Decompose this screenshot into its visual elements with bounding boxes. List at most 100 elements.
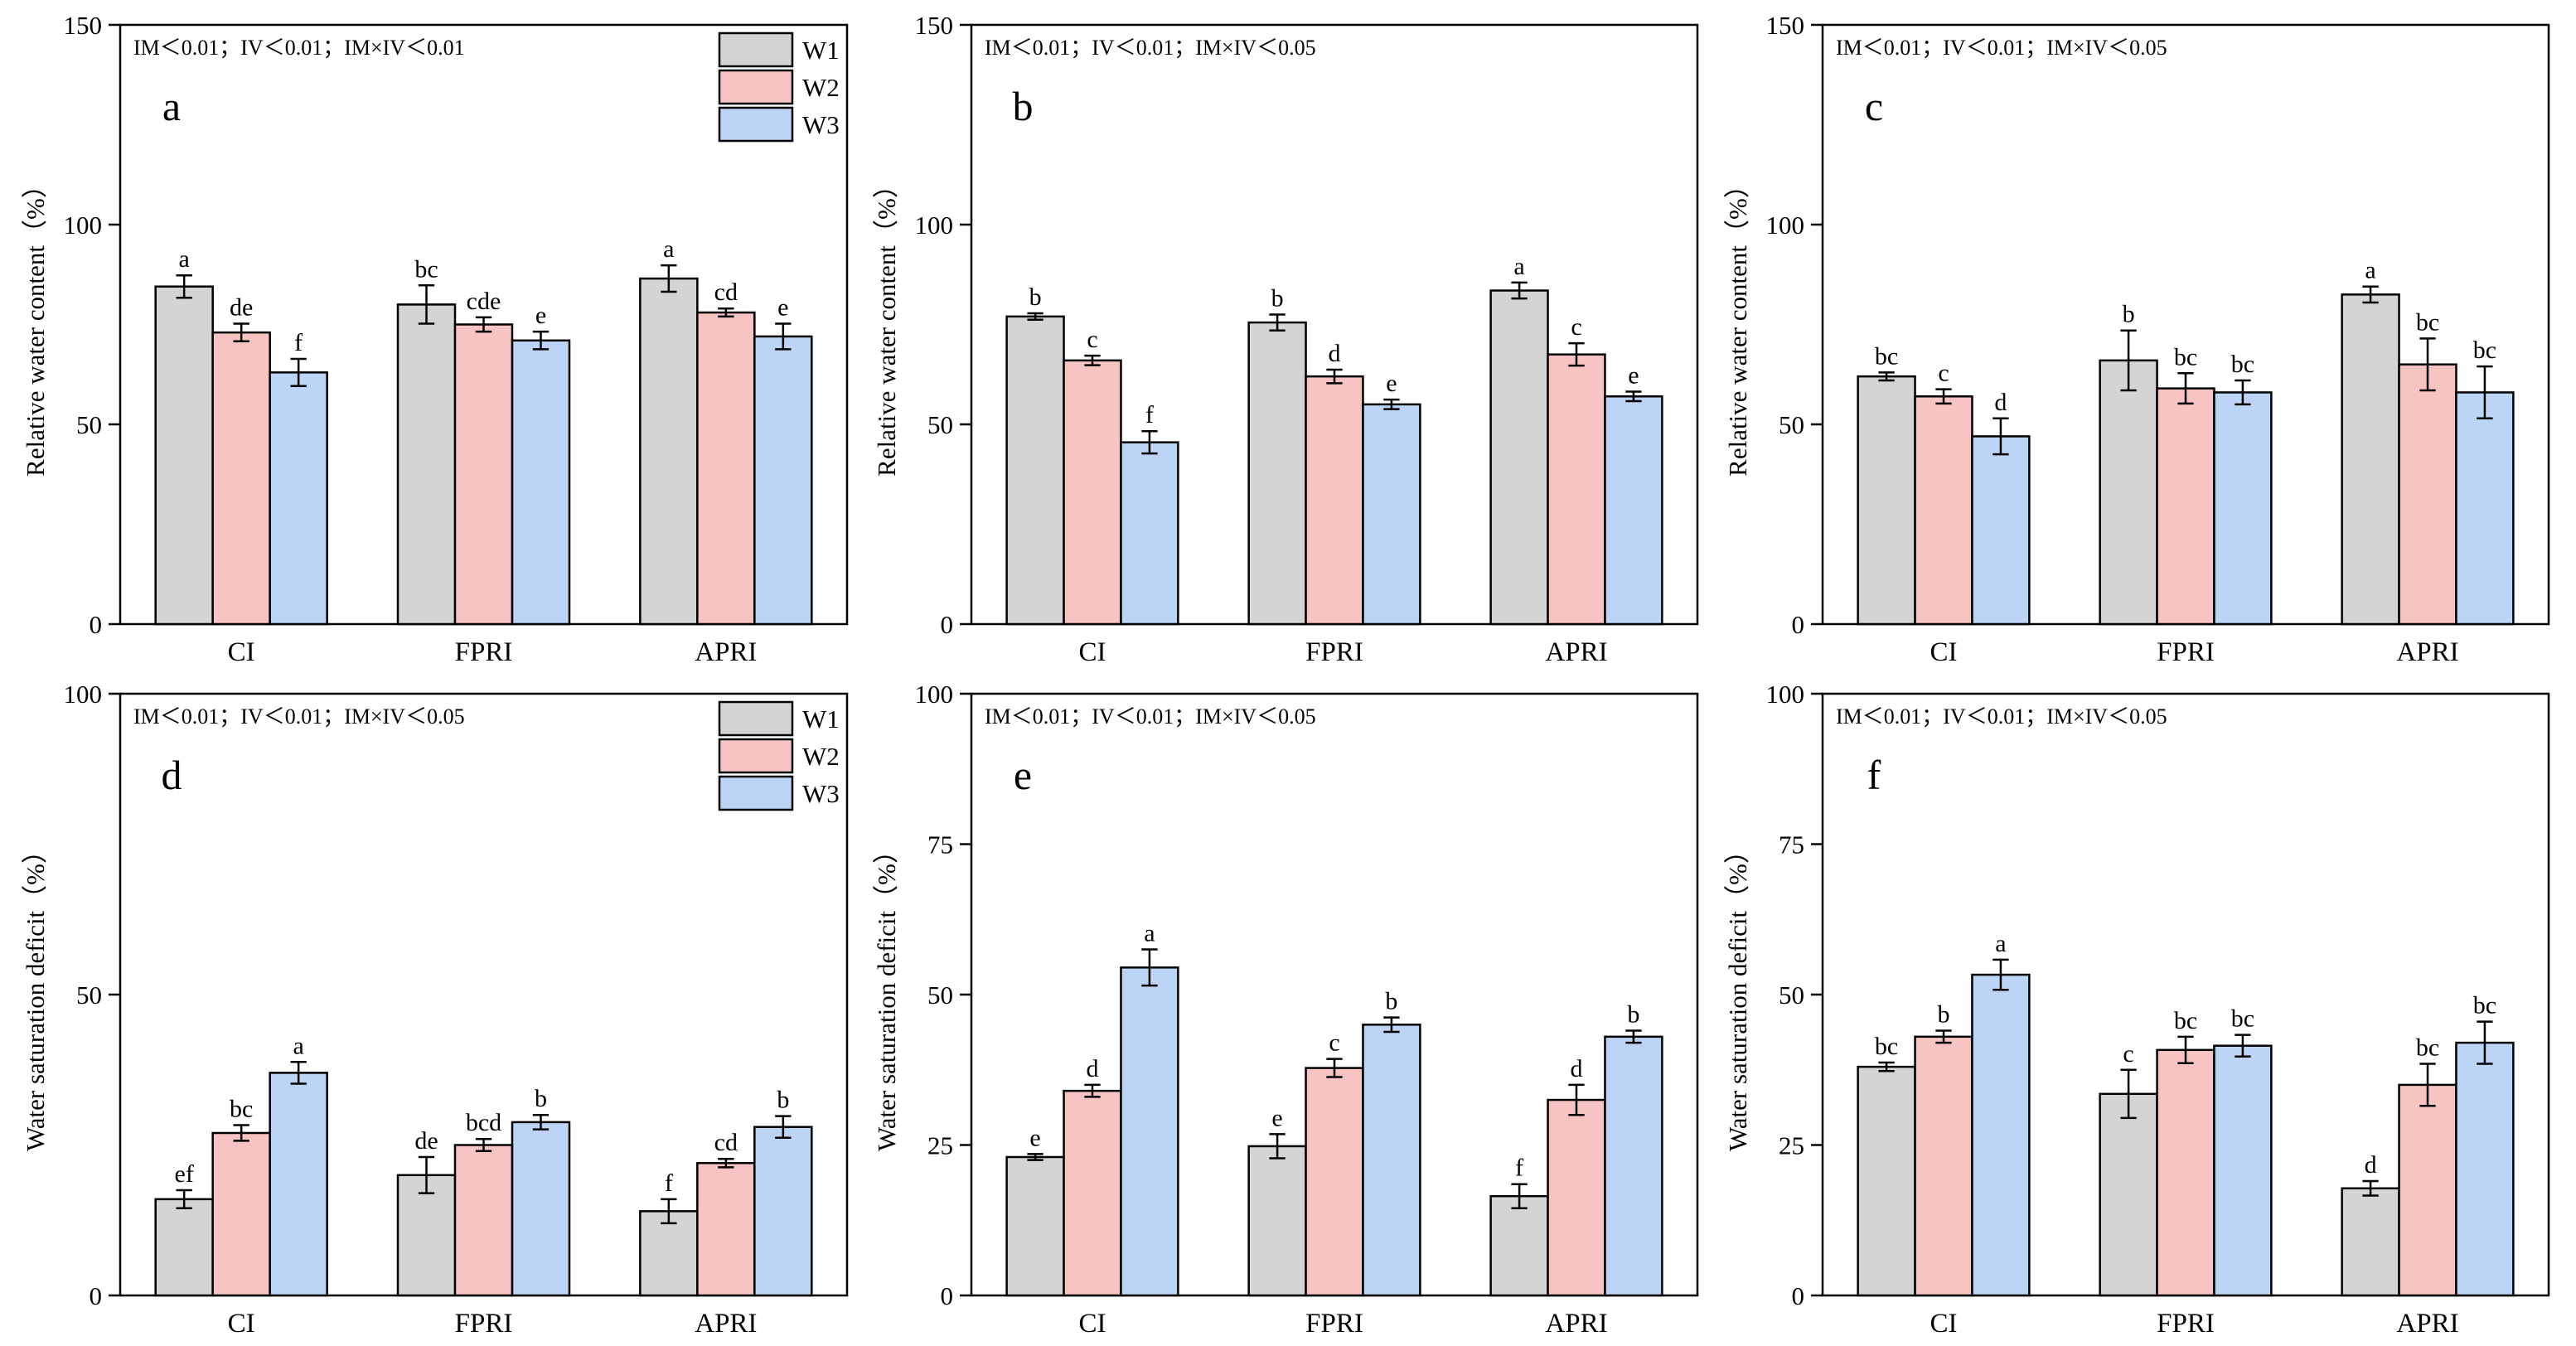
bar-w2	[696, 1162, 756, 1297]
y-tick-label: 150	[64, 11, 103, 40]
error-bar	[475, 1137, 492, 1153]
significance-letter: bcd	[466, 1109, 501, 1136]
bar-w3	[511, 339, 571, 626]
error-bar	[1511, 281, 1528, 300]
legend-swatch-w3	[718, 775, 794, 811]
legend-swatch-w2	[718, 69, 794, 105]
x-category-label: APRI	[1545, 1309, 1607, 1339]
bar-w2	[1547, 353, 1606, 626]
significance-letter: c	[2123, 1040, 2133, 1068]
significance-letter: d	[1994, 389, 2007, 416]
error-bar	[1935, 1029, 1952, 1044]
stats-annotation: IM＜0.01；IV＜0.01；IM×IV＜0.05	[985, 704, 1316, 729]
error-bar	[1269, 313, 1286, 332]
error-bar	[1383, 1016, 1400, 1034]
panel-letter: b	[1013, 83, 1034, 129]
error-bar	[1326, 1058, 1343, 1078]
error-bar	[2477, 365, 2493, 420]
x-category-label: APRI	[695, 1309, 757, 1339]
bar-w3	[1604, 1035, 1663, 1297]
panel-e: 0 25 50 75 100 Water saturation deficit（%） IM＜…	[872, 680, 1699, 1339]
bar-w1	[1857, 1065, 1916, 1297]
significance-letter: bc	[2473, 992, 2496, 1019]
error-bar	[1878, 371, 1895, 382]
error-bar	[176, 1189, 192, 1209]
x-category-label: CI	[1079, 1309, 1106, 1339]
bar-w2	[696, 311, 756, 626]
x-category-label: APRI	[2396, 1309, 2458, 1339]
bar-w1	[2099, 359, 2158, 626]
error-bar	[1878, 1061, 1895, 1072]
y-tick-label: 100	[915, 211, 954, 240]
bar-w1	[396, 303, 457, 626]
significance-letter: c	[1938, 360, 1949, 387]
significance-letter: e	[777, 294, 788, 322]
bar-w2	[2156, 1048, 2215, 1297]
error-bar	[1084, 1083, 1101, 1098]
significance-letter: a	[293, 1032, 303, 1059]
error-bar	[2177, 1035, 2194, 1065]
error-bar	[2419, 1063, 2436, 1107]
significance-letter: b	[1029, 283, 1042, 311]
bar-w2	[1547, 1098, 1606, 1297]
legend-label: W1	[802, 36, 840, 65]
significance-letter: b	[535, 1085, 547, 1112]
error-bar	[1269, 1133, 1286, 1160]
error-bar	[1383, 398, 1400, 410]
bar-w1	[2341, 1187, 2400, 1297]
error-bar	[418, 1155, 435, 1194]
significance-letter: c	[1087, 326, 1097, 353]
significance-letter: a	[1995, 930, 2006, 957]
y-tick-label: 50	[76, 980, 102, 1010]
bar-w2	[1305, 1067, 1364, 1297]
bar-w3	[2213, 391, 2273, 626]
x-category-label: CI	[228, 1309, 255, 1339]
bar-w1	[154, 1198, 214, 1297]
x-category-label: CI	[1930, 637, 1958, 667]
panel-letter: a	[162, 83, 181, 129]
significance-letter: b	[1271, 284, 1284, 312]
legend-swatch-w1	[718, 31, 794, 68]
y-axis-title: Relative water content（%）	[21, 172, 50, 477]
significance-letter: cd	[714, 1129, 738, 1156]
y-tick-label: 100	[1766, 680, 1805, 709]
x-category-label: APRI	[1545, 637, 1607, 667]
legend-label: W3	[802, 110, 840, 139]
x-category-label: CI	[1079, 637, 1106, 667]
error-bar	[1027, 1153, 1043, 1161]
significance-letter: e	[1386, 370, 1397, 397]
x-category-label: FPRI	[455, 1309, 513, 1339]
error-bar	[1625, 390, 1642, 403]
bar-w3	[1604, 395, 1663, 626]
bar-w2	[211, 331, 271, 626]
y-axis-title: Relative water content（%）	[872, 172, 901, 477]
significance-letter: bc	[2174, 1007, 2197, 1034]
error-bar	[1084, 354, 1101, 366]
error-bar	[2120, 329, 2137, 392]
significance-letter: d	[1329, 340, 1341, 367]
error-bar	[775, 1115, 792, 1140]
y-tick-label: 75	[927, 830, 953, 859]
significance-letter: c	[1329, 1029, 1339, 1057]
bar-w1	[1857, 375, 1916, 626]
significance-letter: bc	[2416, 308, 2439, 336]
legend-swatch-w3	[718, 106, 794, 143]
error-bar	[1993, 958, 2009, 991]
significance-letter: f	[1515, 1155, 1523, 1182]
y-tick-label: 0	[1792, 1281, 1805, 1310]
significance-letter: c	[1571, 313, 1581, 341]
error-bar	[2235, 379, 2251, 406]
y-tick-label: 75	[1779, 830, 1804, 859]
bar-w2	[2398, 363, 2457, 626]
bar-w3	[269, 1072, 328, 1297]
x-category-label: FPRI	[455, 637, 513, 667]
panel-letter: c	[1865, 83, 1883, 129]
bar-w2	[1914, 395, 1973, 626]
legend-label: W1	[802, 704, 840, 734]
bar-w2	[1063, 1089, 1122, 1297]
y-tick-label: 50	[1779, 410, 1804, 439]
panel-letter: f	[1867, 752, 1881, 798]
x-category-label: CI	[1930, 1309, 1958, 1339]
bar-w3	[269, 371, 328, 626]
bar-w3	[1971, 435, 2031, 626]
